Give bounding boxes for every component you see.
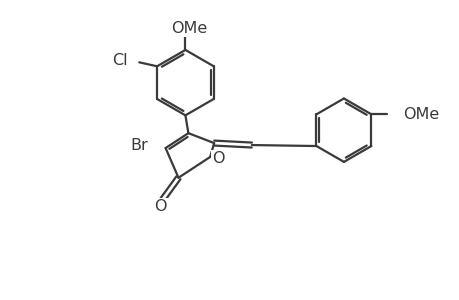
Text: Cl: Cl	[112, 53, 127, 68]
Text: OMe: OMe	[402, 107, 438, 122]
Text: OMe: OMe	[171, 21, 207, 36]
Text: O: O	[212, 152, 224, 166]
Text: O: O	[154, 199, 167, 214]
Text: Br: Br	[130, 137, 147, 152]
